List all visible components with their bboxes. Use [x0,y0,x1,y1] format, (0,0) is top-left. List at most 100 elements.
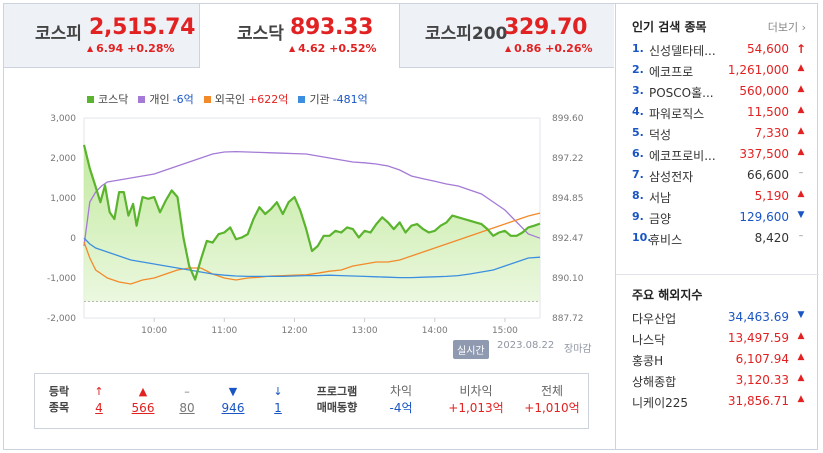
series-line-코스닥 [82,144,541,281]
y-tick-left: 0 [70,234,76,244]
up-triangle-icon: ▲ [797,189,805,199]
x-tick-label: 12:00 [281,326,307,336]
program-total: 전체 +1,010억 [519,383,585,416]
kosdaq-area-fill [84,144,540,302]
popular-item[interactable]: 3. POSCO홀... 560,000 ▲ [616,84,819,105]
stock-name: 덕성 [649,128,672,142]
investor-chart: 3,000 2,000 1,000 0 -1,000 -2,000 899.60 897.22… [4,68,614,359]
up-triangle-icon: ▲ [797,63,805,73]
tab-change: ▲ 4.62 +0.52% [289,42,377,55]
program-title: 프로그램 매매동향 [313,384,361,416]
tab-kospi200[interactable]: 코스피200 329.70 ▲ 0.86 +0.26% [400,4,614,67]
legend-label: 개인 [149,93,170,106]
count-unchanged[interactable]: – 80 [175,383,199,416]
index-name: 홍콩H [632,354,664,368]
x-tick-label: 14:00 [422,326,448,336]
rank: 1. [632,42,644,55]
tab-name: 코스피 [35,24,82,44]
lower-limit-arrow-icon: ↓ [273,385,283,398]
stock-price: 11,500 [747,105,789,119]
index-name: 니케이225 [632,396,689,410]
up-triangle-icon: ▲ [797,105,805,115]
program-value: -4억 [389,401,413,415]
stock-price: 66,600 [747,168,789,182]
up-triangle-icon: ▲ [797,84,805,94]
program-label: 전체 [540,384,564,398]
up-triangle-icon: ▲ [797,331,805,341]
popular-item[interactable]: 2. 에코프로 1,261,000 ▲ [616,63,819,84]
down-triangle-icon: ▼ [797,310,805,320]
y-tick-left: 1,000 [50,194,76,204]
stock-name: 금양 [649,212,672,226]
down-triangle-icon: ▼ [797,210,805,220]
legend-swatch [87,95,94,103]
tab-kospi[interactable]: 코스피 2,515.74 ▲ 6.94 +0.28% [4,4,200,67]
rank: 6. [632,147,644,160]
program-arbitrage: 차익 -4억 [381,383,421,416]
index-price: 3,120.33 [735,373,789,387]
y-tick-left: -1,000 [47,274,76,284]
count-rising[interactable]: ▲ 566 [127,383,159,416]
up-triangle-icon: ▲ [289,44,296,53]
dash-icon: – [798,231,804,241]
y-tick-right: 890.10 [552,274,584,284]
index-name: 나스닥 [632,333,666,347]
index-name: 상해종합 [632,375,677,389]
chevron-right-icon: › [798,21,806,34]
y-tick-right: 897.22 [552,154,584,164]
breadth-title-line1: 등락 [48,385,70,398]
program-title-line2: 매매동향 [316,401,358,414]
count-upper-limit[interactable]: ↑ 4 [87,383,111,416]
count-value: 566 [131,401,155,415]
series-line-개인 [83,150,541,247]
more-link[interactable]: 더보기 › [768,19,806,35]
index-price: 13,497.59 [727,331,789,345]
program-value: +1,010억 [524,401,580,415]
popular-item[interactable]: 1. 신성델타테... 54,600 ↑ [616,42,819,63]
legend-label: 외국인 [214,93,246,106]
count-lower-limit[interactable]: ↓ 1 [267,383,289,416]
y-tick-right: 899.60 [552,114,584,124]
index-price: 6,107.94 [735,352,789,366]
tab-change-text: 0.86 +0.26% [514,42,593,55]
tab-change-text: 6.94 +0.28% [96,42,175,55]
rank: 9. [632,210,644,223]
stock-name: 에코프로비... [649,149,716,163]
popular-item[interactable]: 5. 덕성 7,330 ▲ [616,126,819,147]
up-triangle-icon: ▲ [797,373,805,383]
popular-item[interactable]: 8. 서남 5,190 ▲ [616,189,819,210]
popular-item[interactable]: 9. 금양 129,600 ▼ [616,210,819,231]
stock-name: POSCO홀... [649,86,714,100]
up-triangle-icon: ▲ [797,352,805,362]
world-index-item[interactable]: 니케이225 31,856.71 ▲ [616,394,819,415]
popular-item[interactable]: 4. 파워로직스 11,500 ▲ [616,105,819,126]
legend-value: -481억 [332,93,368,106]
tab-change: ▲ 0.86 +0.26% [505,42,593,55]
world-index-item[interactable]: 나스닥 13,497.59 ▲ [616,331,819,352]
stock-price: 129,600 [739,210,789,224]
legend-item-kosdaq: 코스닥 [87,91,128,107]
y-tick-right: 887.72 [552,314,584,324]
count-value: 946 [221,401,245,415]
tab-value: 893.33 [290,15,374,40]
market-widget: 코스피 2,515.74 ▲ 6.94 +0.28% 코스닥 893.33 ▲ 4.… [3,3,819,450]
rank: 5. [632,126,644,139]
popular-item[interactable]: 7. 삼성전자 66,600– [616,168,819,189]
world-index-item[interactable]: 홍콩H 6,107.94 ▲ [616,352,819,373]
popular-item[interactable]: 6. 에코프로비... 337,500 ▲ [616,147,819,168]
breadth-title-line2: 종목 [48,401,70,414]
y-tick-left: 2,000 [50,154,76,164]
up-triangle-icon: ▲ [797,126,805,136]
popular-item[interactable]: 10. 휴비스 8,420– [616,231,819,252]
index-price: 31,856.71 [727,394,789,408]
popular-search-title: 인기 검색 종목 [632,20,707,34]
chart-legend: 코스닥 개인 -6억 외국인 +622억 기관 -481억 [87,91,368,107]
world-index-item[interactable]: 상해종합 3,120.33 ▲ [616,373,819,394]
tab-kosdaq[interactable]: 코스닥 893.33 ▲ 4.62 +0.52% [200,4,400,68]
tab-value: 329.70 [504,15,588,40]
divider [616,274,819,275]
count-falling[interactable]: ▼ 946 [217,383,249,416]
up-triangle-icon: ▲ [797,147,805,157]
tab-name: 코스닥 [237,24,284,44]
world-index-item[interactable]: 다우산업 34,463.69 ▼ [616,310,819,331]
